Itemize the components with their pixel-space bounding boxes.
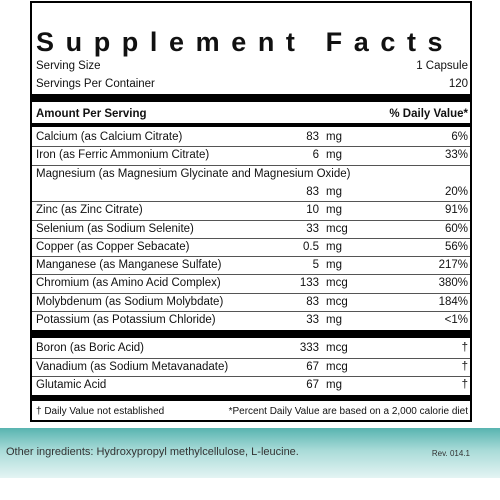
other-ingredients: Other ingredients: Hydroxypropyl methylc… <box>6 446 299 458</box>
nutrient-name: Glutamic Acid <box>36 378 107 391</box>
title: Supplement Facts <box>36 27 455 57</box>
daily-value: 184% <box>438 295 468 308</box>
amount: 0.5 <box>303 240 319 253</box>
row-rule <box>32 164 470 166</box>
row-rule <box>32 146 470 148</box>
nutrient-name: Chromium (as Amino Acid Complex) <box>36 277 221 290</box>
amount-header: Amount Per Serving <box>36 108 147 120</box>
row-rule <box>32 256 470 258</box>
amount: 33 <box>306 314 319 326</box>
daily-value: 217% <box>438 259 468 272</box>
unit: mg <box>326 149 342 162</box>
daily-value: † <box>461 360 468 373</box>
unit: mg <box>326 240 342 253</box>
thick-bar <box>32 330 470 339</box>
daily-value: <1% <box>444 314 468 326</box>
amount: 6 <box>312 149 319 162</box>
amount: 133 <box>299 277 319 290</box>
footnote-dagger: † Daily Value not established <box>36 406 165 417</box>
nutrient-name: Calcium (as Calcium Citrate) <box>36 131 183 143</box>
amount: 10 <box>306 204 319 217</box>
amount: 67 <box>306 360 319 373</box>
unit: mg <box>326 185 342 198</box>
nutrient-name: Vanadium (as Sodium Metavanadate) <box>36 360 229 373</box>
nutrient-name: Zinc (as Zinc Citrate) <box>36 204 143 217</box>
amount: 5 <box>312 259 319 272</box>
amount: 33 <box>306 222 319 235</box>
daily-value: 6% <box>451 131 468 143</box>
daily-value: † <box>461 378 468 391</box>
unit: mg <box>326 131 342 143</box>
label-border <box>30 1 472 422</box>
nutrient-name: Molybdenum (as Sodium Molybdate) <box>36 295 224 308</box>
row-rule <box>32 375 470 377</box>
footnote-dv: *Percent Daily Value are based on a 2,00… <box>228 406 468 417</box>
daily-value: † <box>461 342 468 355</box>
servings-label: Servings Per Container <box>36 78 155 90</box>
amount: 83 <box>306 131 319 143</box>
amount: 83 <box>306 185 319 198</box>
row-rule <box>32 201 470 203</box>
servings-value: 120 <box>448 78 468 90</box>
footer-band: Other ingredients: Hydroxypropyl methylc… <box>0 428 500 478</box>
unit: mg <box>326 259 342 272</box>
unit: mcg <box>326 360 348 373</box>
nutrient-name: Iron (as Ferric Ammonium Citrate) <box>36 149 210 162</box>
daily-value: 33% <box>444 149 468 162</box>
row-rule <box>32 237 470 239</box>
thick-bar <box>32 395 470 402</box>
unit: mcg <box>326 277 348 290</box>
nutrient-name: Manganese (as Manganese Sulfate) <box>36 259 222 272</box>
nutrient-name: Selenium (as Sodium Selenite) <box>36 222 194 235</box>
daily-value: 91% <box>444 204 468 217</box>
daily-value: 380% <box>438 277 468 290</box>
row-rule <box>32 274 470 276</box>
unit: mcg <box>326 222 348 235</box>
daily-value: 60% <box>444 222 468 235</box>
amount: 333 <box>299 342 319 355</box>
unit: mcg <box>326 295 348 308</box>
medium-bar <box>32 123 470 127</box>
amount: 83 <box>306 295 319 308</box>
nutrient-name: Magnesium (as Magnesium Glycinate and Ma… <box>36 167 351 180</box>
serving-size-value: 1 Capsule <box>416 60 468 72</box>
daily-value: 56% <box>444 240 468 253</box>
nutrient-name: Boron (as Boric Acid) <box>36 342 145 355</box>
row-rule <box>32 292 470 294</box>
revision: Rev. 014.1 <box>431 449 470 458</box>
serving-size-label: Serving Size <box>36 60 101 72</box>
nutrient-name: Potassium (as Potassium Chloride) <box>36 314 216 326</box>
unit: mg <box>326 314 342 326</box>
dv-header: % Daily Value* <box>389 108 468 120</box>
row-rule <box>32 357 470 359</box>
unit: mcg <box>326 342 348 355</box>
unit: mg <box>326 204 342 217</box>
amount: 67 <box>306 378 319 391</box>
unit: mg <box>326 378 342 391</box>
thick-bar <box>32 94 470 102</box>
daily-value: 20% <box>444 185 468 198</box>
nutrient-name: Copper (as Copper Sebacate) <box>36 240 190 253</box>
row-rule <box>32 219 470 221</box>
row-rule <box>32 311 470 312</box>
